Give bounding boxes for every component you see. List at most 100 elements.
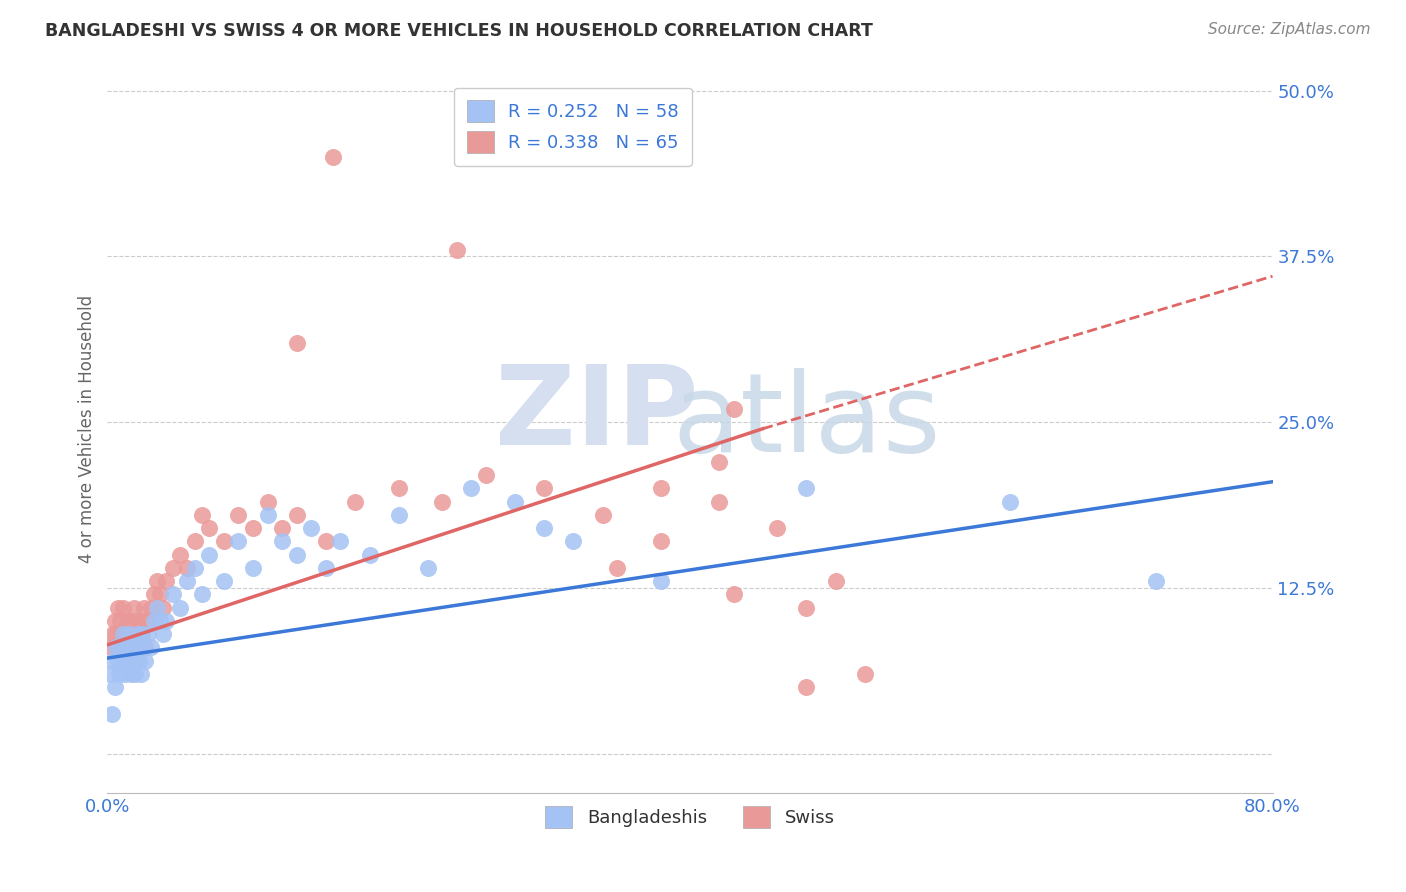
Point: [124, 667, 146, 681]
Point: [112, 627, 135, 641]
Point: [104, 680, 127, 694]
Point: [271, 521, 294, 535]
Point: [111, 627, 134, 641]
Point: [169, 600, 191, 615]
Point: [110, 640, 132, 655]
Y-axis label: 4 or more Vehicles in Household: 4 or more Vehicles in Household: [79, 294, 96, 563]
Text: atlas: atlas: [672, 368, 941, 475]
Point: [853, 667, 876, 681]
Point: [388, 482, 411, 496]
Point: [198, 548, 221, 562]
Point: [111, 654, 134, 668]
Point: [562, 534, 585, 549]
Point: [107, 654, 129, 668]
Point: [115, 627, 138, 641]
Point: [432, 494, 454, 508]
Point: [228, 534, 250, 549]
Point: [112, 600, 135, 615]
Point: [533, 482, 555, 496]
Point: [124, 640, 146, 655]
Point: [212, 574, 235, 589]
Point: [117, 654, 139, 668]
Point: [606, 561, 628, 575]
Point: [98, 640, 121, 655]
Point: [256, 508, 278, 522]
Point: [125, 614, 148, 628]
Point: [139, 600, 162, 615]
Point: [149, 614, 172, 628]
Point: [152, 600, 174, 615]
Point: [118, 627, 141, 641]
Point: [132, 640, 155, 655]
Point: [127, 640, 149, 655]
Point: [503, 494, 526, 508]
Point: [707, 494, 730, 508]
Point: [122, 654, 145, 668]
Point: [129, 667, 152, 681]
Point: [650, 534, 672, 549]
Point: [136, 614, 159, 628]
Text: ZIP: ZIP: [495, 360, 699, 467]
Point: [131, 627, 153, 641]
Point: [707, 455, 730, 469]
Point: [1144, 574, 1167, 589]
Point: [388, 508, 411, 522]
Point: [118, 640, 141, 655]
Point: [723, 587, 745, 601]
Point: [120, 614, 142, 628]
Point: [176, 561, 198, 575]
Point: [271, 534, 294, 549]
Point: [176, 574, 198, 589]
Point: [446, 243, 468, 257]
Point: [100, 706, 122, 721]
Point: [191, 587, 214, 601]
Point: [143, 614, 166, 628]
Point: [127, 627, 149, 641]
Point: [533, 521, 555, 535]
Point: [242, 561, 264, 575]
Point: [108, 640, 131, 655]
Point: [136, 627, 159, 641]
Point: [128, 654, 150, 668]
Point: [117, 614, 139, 628]
Point: [104, 614, 127, 628]
Point: [105, 640, 128, 655]
Point: [228, 508, 250, 522]
Point: [103, 654, 125, 668]
Point: [121, 640, 143, 655]
Point: [1000, 494, 1022, 508]
Point: [723, 401, 745, 416]
Point: [766, 521, 789, 535]
Point: [650, 482, 672, 496]
Point: [212, 534, 235, 549]
Point: [103, 627, 125, 641]
Point: [120, 667, 142, 681]
Point: [169, 548, 191, 562]
Point: [299, 521, 322, 535]
Point: [108, 667, 131, 681]
Point: [650, 574, 672, 589]
Point: [322, 150, 344, 164]
Point: [152, 627, 174, 641]
Point: [114, 667, 136, 681]
Point: [139, 640, 162, 655]
Legend: Bangladeshis, Swiss: Bangladeshis, Swiss: [538, 799, 842, 836]
Point: [110, 614, 132, 628]
Point: [285, 548, 308, 562]
Point: [824, 574, 846, 589]
Point: [191, 508, 214, 522]
Point: [129, 614, 152, 628]
Text: Source: ZipAtlas.com: Source: ZipAtlas.com: [1208, 22, 1371, 37]
Point: [343, 494, 366, 508]
Point: [155, 574, 177, 589]
Point: [184, 534, 207, 549]
Point: [256, 494, 278, 508]
Text: BANGLADESHI VS SWISS 4 OR MORE VEHICLES IN HOUSEHOLD CORRELATION CHART: BANGLADESHI VS SWISS 4 OR MORE VEHICLES …: [45, 22, 873, 40]
Point: [592, 508, 614, 522]
Point: [149, 587, 172, 601]
Point: [114, 640, 136, 655]
Point: [184, 561, 207, 575]
Point: [115, 640, 138, 655]
Point: [131, 627, 153, 641]
Point: [162, 587, 184, 601]
